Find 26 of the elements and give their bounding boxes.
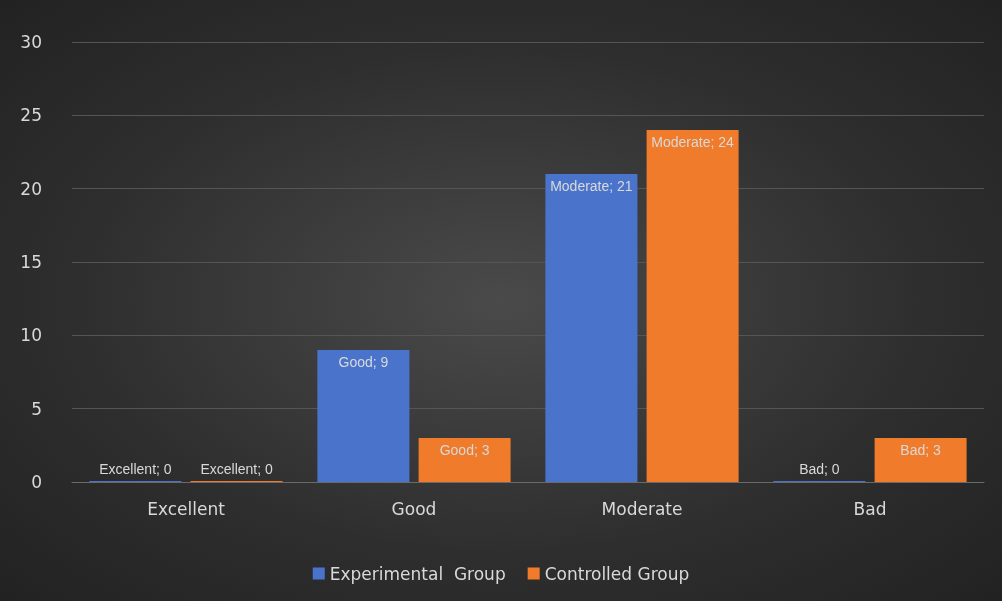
- y-tick-label: 15: [20, 252, 42, 272]
- data-label: Good; 9: [338, 354, 389, 370]
- y-tick-label: 30: [20, 32, 42, 52]
- y-tick-label: 20: [20, 178, 42, 199]
- bar: [874, 438, 967, 482]
- data-label: Good; 3: [439, 442, 490, 458]
- x-tick-label: Excellent: [147, 498, 226, 519]
- data-label: Excellent; 0: [200, 461, 273, 477]
- y-tick-label: 10: [20, 325, 42, 346]
- bar: [418, 438, 511, 482]
- bar: [545, 174, 638, 482]
- x-tick-label: Moderate: [601, 498, 683, 519]
- y-tick-label: 25: [20, 105, 42, 126]
- y-tick-label: 0: [31, 472, 42, 492]
- x-tick-label: Good: [391, 498, 437, 519]
- data-label: Bad; 0: [799, 461, 840, 477]
- data-label: Moderate; 21: [550, 178, 633, 194]
- legend-label: Controlled Group: [544, 563, 690, 584]
- data-label: Excellent; 0: [99, 461, 172, 477]
- data-label: Bad; 3: [900, 442, 942, 458]
- bar: [646, 130, 739, 482]
- data-label: Moderate; 24: [651, 134, 735, 150]
- x-tick-label: Bad: [853, 498, 887, 519]
- y-tick-label: 5: [31, 398, 42, 419]
- legend-label: Experimental Group: [329, 563, 506, 584]
- bar: [317, 350, 410, 482]
